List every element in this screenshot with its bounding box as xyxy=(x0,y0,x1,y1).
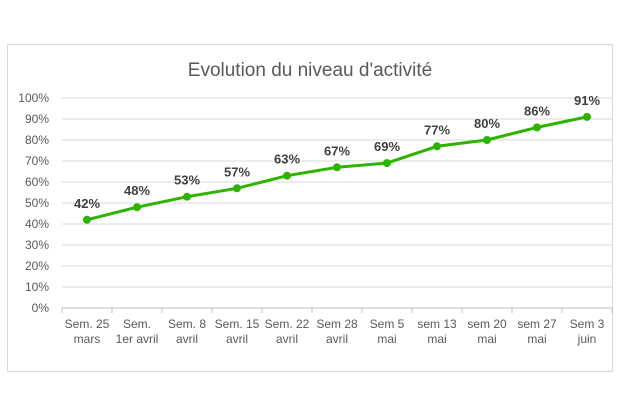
data-label: 48% xyxy=(124,183,150,198)
data-point xyxy=(83,215,91,224)
data-label: 57% xyxy=(224,164,250,179)
data-labels: 42% 48% 53% 57% 63% 67% 69% 77% 80% 86% 91% xyxy=(74,93,600,211)
x-tick-label: Sem 5 mai xyxy=(370,317,405,346)
data-label: 77% xyxy=(424,122,450,137)
x-tick-label: sem 13 mai xyxy=(417,317,457,346)
data-point xyxy=(133,203,141,212)
series-points xyxy=(83,112,591,224)
y-tick-label: 0% xyxy=(32,301,50,315)
data-label: 91% xyxy=(574,93,600,108)
data-label: 80% xyxy=(474,116,500,131)
y-tick-label: 80% xyxy=(25,133,49,147)
data-point xyxy=(483,136,491,144)
y-tick-label: 30% xyxy=(25,238,49,252)
y-tick-label: 70% xyxy=(25,154,49,168)
data-label: 86% xyxy=(524,103,550,118)
data-label: 63% xyxy=(274,152,300,167)
data-point xyxy=(383,159,391,168)
data-label: 67% xyxy=(324,143,350,158)
data-point xyxy=(583,112,591,121)
y-tick-label: 100% xyxy=(18,91,49,105)
x-tick-label: Sem. 8 avril xyxy=(168,317,206,346)
data-point xyxy=(283,171,291,180)
y-tick-label: 90% xyxy=(25,112,49,126)
x-tick-label: sem 27 mai xyxy=(517,317,557,346)
data-label: 42% xyxy=(74,196,100,211)
x-tick-label: Sem. 15 avril xyxy=(215,317,260,346)
x-tick-label: Sem 3 juin xyxy=(570,317,605,346)
y-tick-label: 10% xyxy=(25,280,49,294)
data-point xyxy=(533,123,541,132)
y-tick-label: 60% xyxy=(25,175,49,189)
data-label: 53% xyxy=(174,173,200,188)
x-tick-label: Sem. 22 avril xyxy=(265,317,310,346)
y-axis-tick-labels: 0% 10% 20% 30% 40% 50% 60% 70% 80% 90% 100% xyxy=(18,91,49,315)
x-tick-label: Sem. 1er avril xyxy=(116,317,159,346)
data-point xyxy=(233,184,241,193)
data-point xyxy=(183,192,191,201)
data-point xyxy=(433,142,441,151)
y-tick-label: 20% xyxy=(25,259,49,273)
x-tick-label: Sem 28 avril xyxy=(316,317,358,346)
chart-frame xyxy=(7,44,613,372)
x-tick-label: Sem. 25 mars xyxy=(65,317,110,346)
y-tick-label: 40% xyxy=(25,217,49,231)
data-label: 69% xyxy=(374,139,400,154)
x-tick-label: sem 20 mai xyxy=(467,317,507,346)
data-point xyxy=(333,163,341,172)
chart-title: Evolution du niveau d'activité xyxy=(187,60,433,81)
y-tick-label: 50% xyxy=(25,196,49,210)
